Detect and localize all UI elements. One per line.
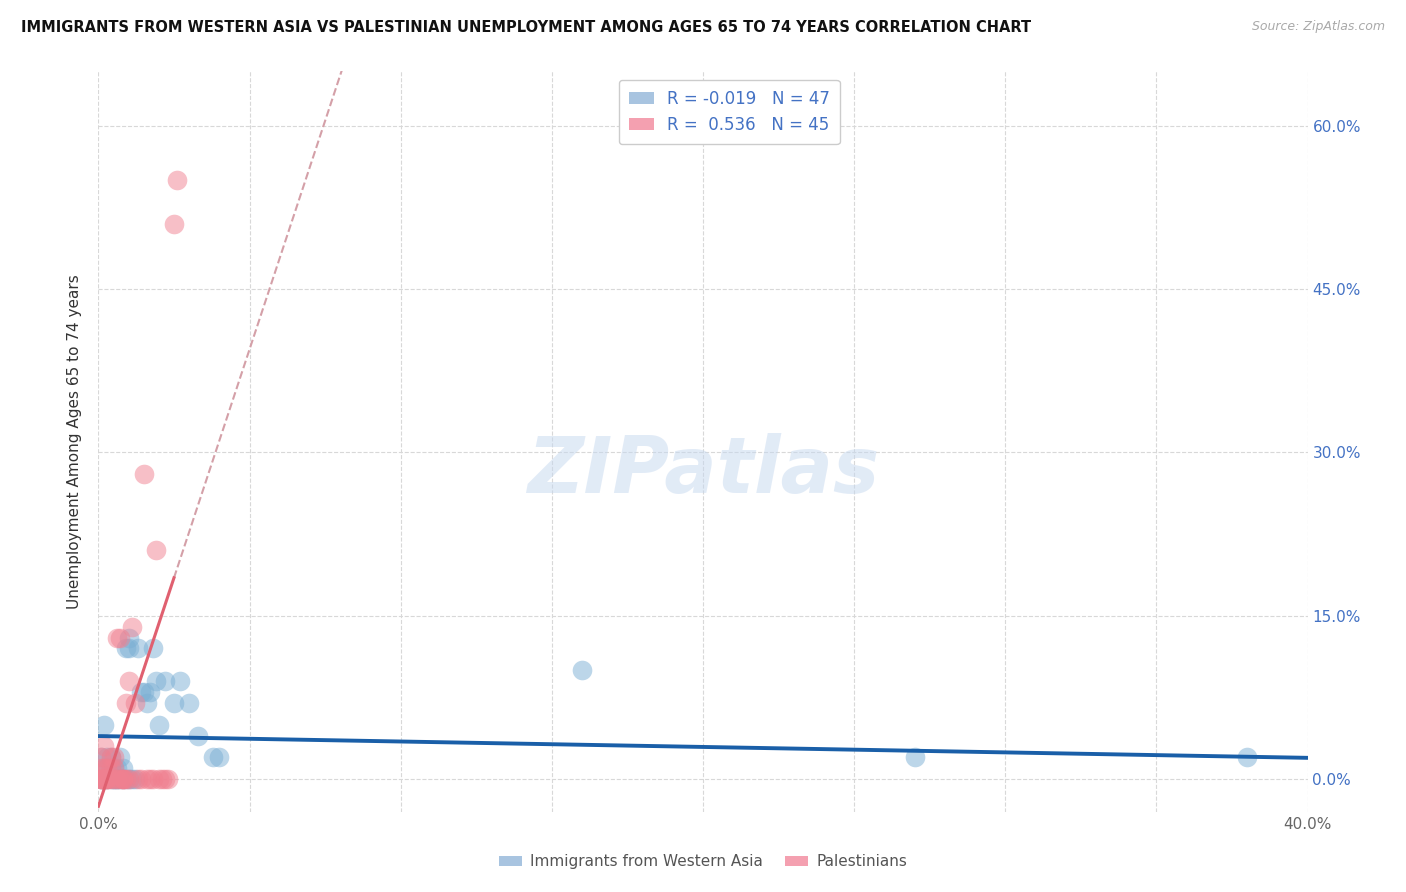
Point xyxy=(156,772,179,786)
Point xyxy=(90,772,112,786)
Point xyxy=(163,696,186,710)
Point xyxy=(139,685,162,699)
Point xyxy=(111,772,134,786)
Point xyxy=(208,750,231,764)
Point xyxy=(904,750,927,764)
Point xyxy=(114,696,136,710)
Point xyxy=(118,674,141,689)
Point xyxy=(111,772,134,786)
Point xyxy=(202,750,225,764)
Point xyxy=(103,772,125,786)
Legend: Immigrants from Western Asia, Palestinians: Immigrants from Western Asia, Palestinia… xyxy=(494,848,912,875)
Point xyxy=(114,641,136,656)
Point xyxy=(96,761,118,775)
Point xyxy=(142,641,165,656)
Y-axis label: Unemployment Among Ages 65 to 74 years: Unemployment Among Ages 65 to 74 years xyxy=(67,274,83,609)
Point xyxy=(103,761,125,775)
Point xyxy=(114,772,136,786)
Point xyxy=(150,772,173,786)
Point xyxy=(135,772,157,786)
Point xyxy=(90,772,112,786)
Point xyxy=(153,772,176,786)
Point xyxy=(121,772,143,786)
Point xyxy=(96,772,118,786)
Point xyxy=(90,772,112,786)
Point xyxy=(93,772,115,786)
Point xyxy=(96,761,118,775)
Point xyxy=(148,717,170,731)
Point xyxy=(118,772,141,786)
Point xyxy=(100,750,122,764)
Point xyxy=(108,750,131,764)
Point xyxy=(132,467,155,482)
Point xyxy=(114,772,136,786)
Point xyxy=(105,772,128,786)
Point xyxy=(129,772,152,786)
Point xyxy=(145,543,167,558)
Point xyxy=(187,729,209,743)
Point xyxy=(1236,750,1258,764)
Point xyxy=(96,772,118,786)
Point xyxy=(100,772,122,786)
Point xyxy=(124,696,146,710)
Point xyxy=(103,772,125,786)
Text: IMMIGRANTS FROM WESTERN ASIA VS PALESTINIAN UNEMPLOYMENT AMONG AGES 65 TO 74 YEA: IMMIGRANTS FROM WESTERN ASIA VS PALESTIN… xyxy=(21,20,1031,35)
Point xyxy=(135,696,157,710)
Point xyxy=(90,761,112,775)
Point xyxy=(105,772,128,786)
Point xyxy=(93,761,115,775)
Point xyxy=(108,631,131,645)
Point xyxy=(100,761,122,775)
Point xyxy=(118,641,141,656)
Point xyxy=(111,772,134,786)
Point xyxy=(127,641,149,656)
Point xyxy=(571,663,593,677)
Point xyxy=(166,173,188,187)
Point xyxy=(132,685,155,699)
Point xyxy=(96,772,118,786)
Point xyxy=(103,761,125,775)
Point xyxy=(111,772,134,786)
Point xyxy=(103,750,125,764)
Point xyxy=(100,761,122,775)
Point xyxy=(91,772,114,786)
Point xyxy=(111,761,134,775)
Point xyxy=(139,772,162,786)
Point xyxy=(121,619,143,633)
Point xyxy=(100,750,122,764)
Point xyxy=(90,772,112,786)
Point xyxy=(93,717,115,731)
Text: ZIPatlas: ZIPatlas xyxy=(527,434,879,509)
Point xyxy=(127,772,149,786)
Point xyxy=(96,772,118,786)
Point xyxy=(90,750,112,764)
Point xyxy=(93,772,115,786)
Point xyxy=(118,631,141,645)
Point xyxy=(169,674,191,689)
Point xyxy=(96,750,118,764)
Point xyxy=(179,696,201,710)
Point xyxy=(108,772,131,786)
Point xyxy=(148,772,170,786)
Point xyxy=(91,772,114,786)
Legend: R = -0.019   N = 47, R =  0.536   N = 45: R = -0.019 N = 47, R = 0.536 N = 45 xyxy=(619,79,839,144)
Point xyxy=(105,772,128,786)
Text: Source: ZipAtlas.com: Source: ZipAtlas.com xyxy=(1251,20,1385,33)
Point xyxy=(100,772,122,786)
Point xyxy=(145,674,167,689)
Point xyxy=(93,772,115,786)
Point xyxy=(105,761,128,775)
Point xyxy=(142,772,165,786)
Point xyxy=(90,750,112,764)
Point xyxy=(124,772,146,786)
Point xyxy=(108,772,131,786)
Point xyxy=(153,674,176,689)
Point xyxy=(163,217,186,231)
Point xyxy=(93,761,115,775)
Point xyxy=(118,772,141,786)
Point xyxy=(103,772,125,786)
Point xyxy=(129,685,152,699)
Point xyxy=(105,631,128,645)
Point xyxy=(93,739,115,754)
